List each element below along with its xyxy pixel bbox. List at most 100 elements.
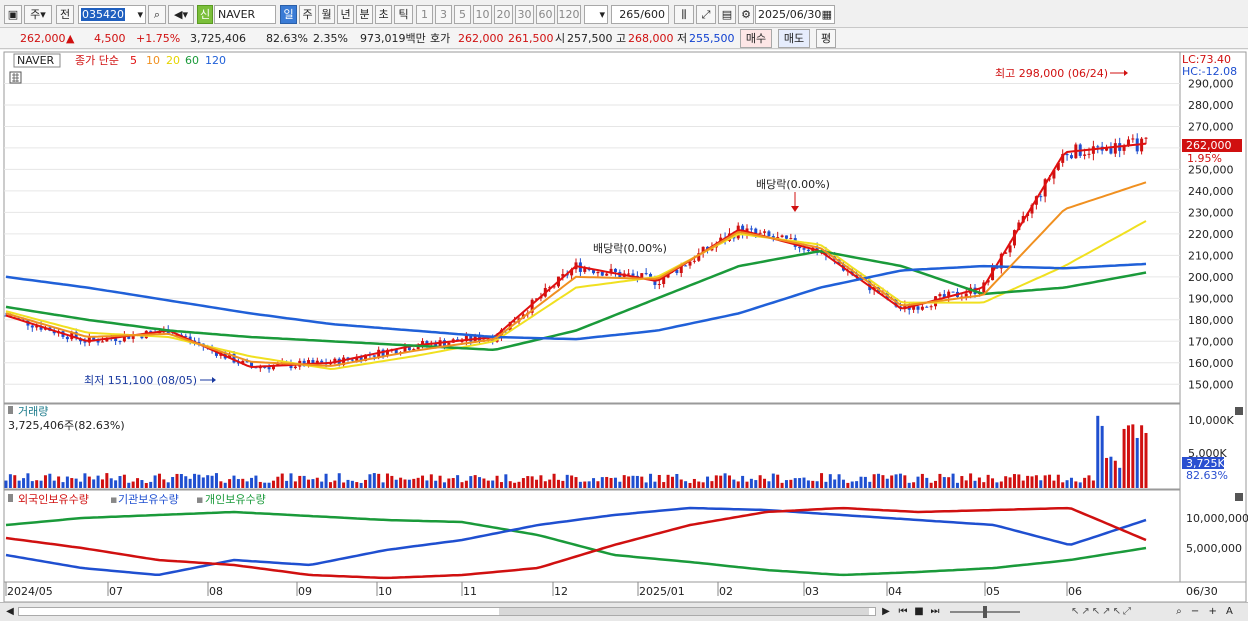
new-badge[interactable]: 신 [197,5,213,24]
buy-button[interactable]: 매수 [740,29,772,48]
stock-name-field[interactable]: NAVER [214,5,276,24]
horizontal-scrollbar[interactable] [18,607,876,616]
candle-body [649,273,653,277]
count-input[interactable]: 265/600 [611,5,669,24]
candle-body [407,347,411,351]
forward-icon[interactable]: ⏭ [930,606,940,617]
volume-bar [74,478,78,488]
tf-tick-button[interactable]: 틱 [394,5,413,24]
volume-bar [942,477,946,488]
calendar-icon[interactable]: ▦ [821,8,832,21]
tf-60-button[interactable]: 60 [536,5,555,24]
tf-5-button[interactable]: 5 [454,5,471,24]
scroll-right-icon[interactable]: ▶ [882,606,890,617]
search-icon[interactable]: ⌕ [148,5,166,24]
scroll-left-icon[interactable]: ◀ [6,606,14,617]
stock-code-input[interactable]: 035420 ▾ [78,5,146,24]
high-price: 268,000 [628,32,674,45]
candle-body [684,265,688,267]
prev-button[interactable]: 전 [56,5,74,24]
volume-bar [250,477,254,488]
volume-bar [618,481,622,488]
candle-body [1039,196,1043,198]
panel-toggle-icon[interactable] [8,406,13,414]
volume-bar [815,481,819,488]
eval-button[interactable]: 평 [816,29,836,48]
tf-second-button[interactable]: 초 [375,5,392,24]
candle-body [903,304,907,309]
price-tick-label: 220,000 [1188,228,1234,241]
candle-body [530,299,534,313]
price-tick-label: 160,000 [1188,357,1234,370]
rewind-icon[interactable]: ⏮ [898,606,908,617]
candle-body [688,261,692,266]
tf-minute-button[interactable]: 분 [356,5,373,24]
candle-body [697,253,701,261]
volume-bar [1043,475,1047,488]
candle-body [1012,230,1016,246]
tf-month-button[interactable]: 월 [318,5,335,24]
save-icon[interactable]: ▤ [718,5,736,24]
volume-bar [377,473,381,488]
stop-icon[interactable]: ■ [914,606,924,617]
tf-20-button[interactable]: 20 [494,5,513,24]
draw-tools-icons[interactable]: ↖↗↖↗↖⤢ [1071,606,1133,617]
tf-30-button[interactable]: 30 [515,5,534,24]
volume-bar [118,476,122,488]
layout-icon[interactable]: ▣ [4,5,22,24]
volume-bar [30,481,34,488]
volume-bar [482,478,486,488]
sell-button[interactable]: 매도 [778,29,810,48]
tf-1-button[interactable]: 1 [416,5,433,24]
volume-bar [1122,428,1126,488]
volume-bar [543,481,547,488]
volume-bar [491,480,495,488]
volume-bar [657,474,661,488]
scroll-thumb[interactable] [499,608,869,615]
tf-10-button[interactable]: 10 [473,5,492,24]
low-arrow-head [212,377,216,383]
tf-year-button[interactable]: 년 [337,5,354,24]
draw-tool-icon[interactable]: ⤢ [696,5,716,24]
volume-bar [605,476,609,488]
candle-body [403,347,407,353]
volume-bar [570,475,574,488]
date-input[interactable]: 2025/06/30 ▦ [755,5,835,24]
candle-body [662,277,666,285]
tf-120-button[interactable]: 120 [557,5,581,24]
volume-bar [236,479,240,488]
volume-bar [863,476,867,488]
candle-body [644,273,648,275]
x-tick-label: 03 [805,585,819,598]
candle-body [657,284,661,286]
candle-body [293,366,297,369]
stock-code-value: 035420 [81,8,125,21]
volume-bar [442,482,446,488]
volume-bar [171,476,175,488]
volume-bar [460,482,464,488]
interval-dropdown[interactable]: ▾ [584,5,608,24]
volume-bar [745,481,749,488]
candle-body [798,246,802,249]
tf-day-button[interactable]: 일 [280,5,297,24]
price-tick-label: 150,000 [1188,378,1234,391]
volume-bar [364,479,368,488]
panel-close-icon[interactable] [1235,407,1243,415]
speaker-icon[interactable]: ◀▾ [168,5,194,24]
grid-toggle-icon[interactable] [9,71,22,84]
tf-week-button[interactable]: 주 [299,5,316,24]
panel-toggle-icon[interactable] [8,494,13,502]
panel-close-icon[interactable] [1235,493,1243,501]
chevron-down-icon[interactable]: ▾ [137,8,143,21]
candle-type-icon[interactable]: ⫼ [674,5,694,24]
volume-bar [302,475,306,488]
speed-slider-handle[interactable] [983,606,987,618]
stock-chart[interactable]: 290,000280,000270,000260,000250,000240,0… [0,50,1248,602]
gear-icon[interactable]: ⚙ [738,5,754,24]
tf-3-button[interactable]: 3 [435,5,452,24]
chevron-down-icon: ▾ [599,8,605,21]
volume-bar [649,473,653,488]
zoom-controls-icons[interactable]: ⌕ − + A [1176,606,1236,617]
period-dropdown[interactable]: 주▾ [24,5,52,24]
volume-bar [894,474,898,488]
